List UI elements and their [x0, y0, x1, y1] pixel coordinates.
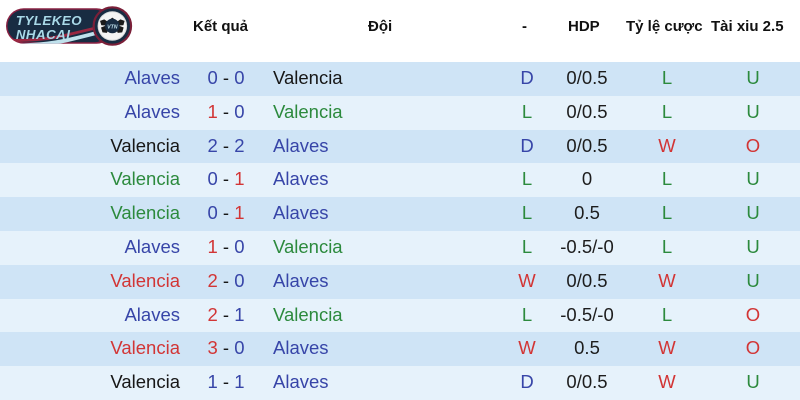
svg-text:VTN: VTN [107, 24, 118, 30]
svg-text:NHACAI: NHACAI [16, 27, 71, 42]
svg-text:TYLEKEO: TYLEKEO [16, 13, 82, 28]
